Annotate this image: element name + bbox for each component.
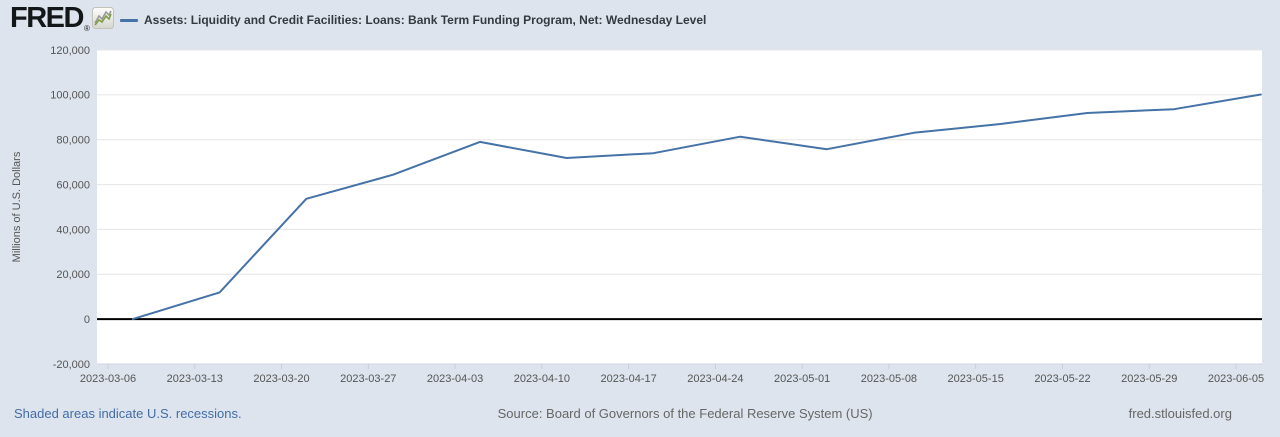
y-tick-label: 0 bbox=[84, 314, 90, 326]
y-tick-label: -20,000 bbox=[53, 359, 90, 371]
y-tick-label: 20,000 bbox=[56, 269, 90, 281]
x-tick-label: 2023-04-17 bbox=[600, 373, 656, 385]
x-tick-label: 2023-05-01 bbox=[774, 373, 830, 385]
y-tick-label: 100,000 bbox=[50, 90, 90, 102]
x-tick-label: 2023-04-24 bbox=[687, 373, 743, 385]
registered-mark: ® bbox=[83, 24, 90, 33]
x-tick-label: 2023-03-27 bbox=[340, 373, 396, 385]
x-tick-label: 2023-06-05 bbox=[1208, 373, 1264, 385]
x-ticks bbox=[107, 364, 1237, 369]
line-chart[interactable]: 120,000 100,000 80,000 60,000 40,000 20,000 0 -… bbox=[0, 40, 1280, 400]
y-axis-title: Millions of U.S. Dollars bbox=[11, 151, 23, 262]
recessions-note-link[interactable]: Shaded areas indicate U.S. recessions. bbox=[14, 406, 242, 421]
footer: Shaded areas indicate U.S. recessions. S… bbox=[0, 400, 1280, 437]
x-tick-label: 2023-03-20 bbox=[253, 373, 309, 385]
x-tick-label: 2023-04-10 bbox=[514, 373, 570, 385]
x-tick-label: 2023-03-13 bbox=[167, 373, 223, 385]
y-axis-labels: 120,000 100,000 80,000 60,000 40,000 20,000 0 -… bbox=[50, 45, 90, 371]
fred-logo[interactable]: FRED ® bbox=[10, 2, 114, 34]
data-series-line[interactable] bbox=[131, 93, 1262, 321]
series-title: Assets: Liquidity and Credit Facilities:… bbox=[144, 13, 707, 27]
chart-area[interactable]: 120,000 100,000 80,000 60,000 40,000 20,000 0 -… bbox=[0, 40, 1280, 400]
x-tick-label: 2023-03-06 bbox=[80, 373, 136, 385]
source-text: Source: Board of Governors of the Federa… bbox=[497, 406, 873, 421]
y-tick-label: 40,000 bbox=[56, 224, 90, 236]
y-tick-label: 80,000 bbox=[56, 135, 90, 147]
x-tick-label: 2023-05-22 bbox=[1034, 373, 1090, 385]
x-tick-label: 2023-05-29 bbox=[1121, 373, 1177, 385]
plot-background[interactable] bbox=[97, 50, 1262, 364]
series-legend: Assets: Liquidity and Credit Facilities:… bbox=[120, 0, 706, 40]
fred-site-link[interactable]: fred.stlouisfed.org bbox=[1128, 406, 1232, 421]
fred-logo-text: FRED bbox=[10, 2, 84, 34]
x-tick-label: 2023-05-08 bbox=[861, 373, 917, 385]
x-tick-label: 2023-04-03 bbox=[427, 373, 483, 385]
x-axis-labels: 2023-03-06 2023-03-13 2023-03-20 2023-03-27… bbox=[80, 373, 1264, 385]
y-tick-label: 120,000 bbox=[50, 45, 90, 57]
y-tick-label: 60,000 bbox=[56, 179, 90, 191]
sparkline-icon bbox=[91, 7, 114, 34]
legend-line-swatch bbox=[120, 18, 138, 22]
header: FRED ® Assets: Liquidity and bbox=[0, 0, 1280, 40]
x-tick-label: 2023-05-15 bbox=[948, 373, 1004, 385]
